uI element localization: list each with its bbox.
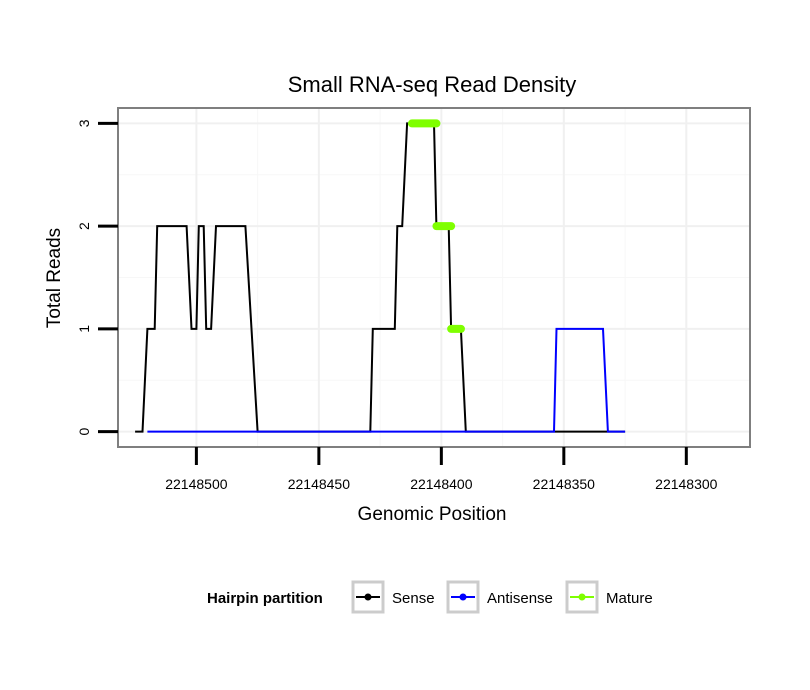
legend-point-antisense <box>459 593 467 601</box>
legend-label-antisense: Antisense <box>487 590 553 607</box>
x-tick-label: 22148300 <box>655 476 718 492</box>
x-tick-label: 22148350 <box>533 476 596 492</box>
series-layer <box>135 119 626 433</box>
y-axis-title: Total Reads <box>44 228 65 328</box>
legend-title: Hairpin partition <box>207 590 323 607</box>
y-tick-label: 2 <box>76 222 92 230</box>
legend: Hairpin partition Sense Antisense Mature <box>207 580 653 614</box>
legend-label-mature: Mature <box>606 590 653 607</box>
x-tick-label: 22148450 <box>288 476 351 492</box>
legend-point-sense <box>364 593 372 601</box>
minor-gridlines <box>119 109 749 446</box>
x-tick-label: 22148500 <box>165 476 228 492</box>
y-axis: 0 1 2 3 <box>76 119 118 435</box>
y-tick-label: 3 <box>76 119 92 127</box>
y-tick-label: 1 <box>76 325 92 333</box>
x-tick-label: 22148400 <box>410 476 473 492</box>
x-axis-title: Genomic Position <box>358 504 507 525</box>
legend-label-sense: Sense <box>392 590 435 607</box>
x-axis: 22148500 22148450 22148400 22148350 22148300 <box>165 447 718 492</box>
legend-point-mature <box>578 593 586 601</box>
chart-title: Small RNA-seq Read Density <box>288 72 577 97</box>
y-tick-label: 0 <box>76 427 92 435</box>
series-antisense-line <box>147 327 626 433</box>
